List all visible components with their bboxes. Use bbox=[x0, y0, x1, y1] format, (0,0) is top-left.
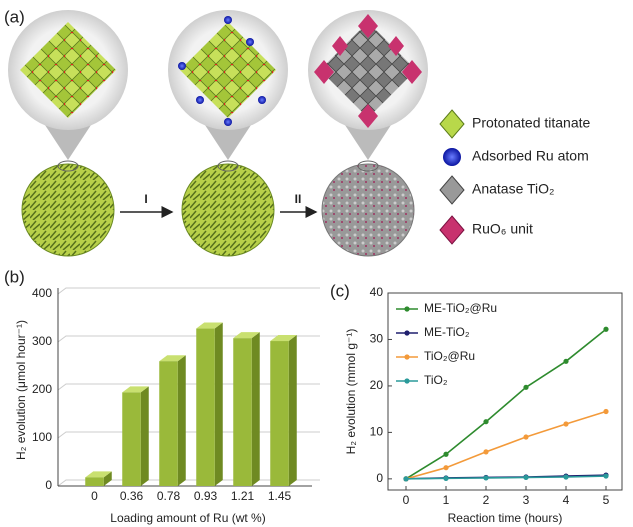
x-tick-label: 5 bbox=[603, 493, 610, 507]
legend-text: RuO₆ unit bbox=[472, 221, 533, 237]
y-axis-label: H₂ evolution (μmol hour⁻¹) bbox=[14, 320, 28, 460]
x-tick-label: 0 bbox=[403, 493, 410, 507]
bar bbox=[85, 477, 104, 486]
y-tick-label: 100 bbox=[32, 430, 52, 444]
panel-label: (b) bbox=[4, 267, 25, 286]
bar-side bbox=[251, 332, 260, 486]
x-tick-label: 2 bbox=[483, 493, 490, 507]
x-tick-label: 0 bbox=[91, 489, 98, 503]
x-tick-label: 0.78 bbox=[157, 489, 181, 503]
bar-side bbox=[177, 355, 186, 486]
plot-frame bbox=[387, 292, 623, 491]
y-tick-label: 40 bbox=[370, 285, 384, 299]
bar bbox=[196, 328, 215, 486]
point bbox=[563, 421, 569, 427]
y-tick-label: 0 bbox=[45, 478, 52, 492]
x-tick-label: 1 bbox=[443, 493, 450, 507]
step-label: I bbox=[144, 192, 147, 206]
panel-label: (c) bbox=[330, 281, 350, 300]
bar-top bbox=[196, 322, 223, 329]
x-tick-label: 4 bbox=[563, 493, 570, 507]
point bbox=[603, 326, 609, 332]
x-axis-label: Reaction time (hours) bbox=[448, 511, 563, 525]
legend-marker bbox=[404, 330, 410, 336]
bar bbox=[233, 338, 252, 486]
point bbox=[483, 419, 489, 425]
point bbox=[483, 449, 489, 455]
bar-top bbox=[85, 471, 112, 478]
legend-marker bbox=[404, 378, 410, 384]
x-tick-label: 0.93 bbox=[194, 489, 218, 503]
point bbox=[443, 475, 449, 481]
legend-text: Anatase TiO₂ bbox=[472, 181, 554, 197]
point bbox=[523, 434, 529, 440]
line bbox=[405, 475, 607, 480]
x-tick-label: 0.36 bbox=[120, 489, 144, 503]
x-tick-label: 1.45 bbox=[268, 489, 292, 503]
bar bbox=[270, 341, 289, 486]
bar-top bbox=[159, 355, 186, 362]
legend-text: ME-TiO₂ bbox=[424, 325, 470, 339]
schematic bbox=[8, 10, 465, 257]
point bbox=[483, 475, 489, 481]
legend-text: ME-TiO₂@Ru bbox=[424, 301, 497, 315]
y-tick-label: 0 bbox=[376, 471, 383, 485]
point bbox=[603, 473, 609, 479]
legend-marker bbox=[404, 354, 410, 360]
y-tick-label: 200 bbox=[32, 382, 52, 396]
y-tick-label: 400 bbox=[32, 286, 52, 300]
legend-text: TiO₂@Ru bbox=[424, 349, 475, 363]
point bbox=[523, 384, 529, 390]
bar-top bbox=[270, 335, 297, 342]
point bbox=[603, 408, 609, 415]
point bbox=[403, 476, 409, 482]
point bbox=[523, 474, 529, 481]
bar-side bbox=[288, 335, 297, 486]
line bbox=[405, 410, 607, 480]
grid-line bbox=[57, 335, 320, 343]
bar bbox=[122, 392, 141, 486]
y-tick-label: 30 bbox=[370, 332, 384, 346]
bar-side bbox=[103, 471, 112, 486]
legend-text: TiO₂ bbox=[424, 373, 448, 387]
point bbox=[443, 465, 449, 471]
y-tick-label: 20 bbox=[370, 378, 384, 392]
legend-text: Adsorbed Ru atom bbox=[472, 148, 589, 164]
x-axis-label: Loading amount of Ru (wt %) bbox=[110, 511, 265, 525]
legend-marker bbox=[404, 306, 410, 312]
panel-label: (a) bbox=[4, 7, 25, 26]
point bbox=[443, 451, 449, 457]
legend-text: Protonated titanate bbox=[472, 115, 591, 131]
bar-side bbox=[140, 386, 149, 486]
line bbox=[405, 328, 607, 480]
bar-top bbox=[233, 332, 260, 339]
x-tick-label: 3 bbox=[523, 493, 530, 507]
grid-line bbox=[57, 287, 320, 295]
y-axis-label: H₂ evolution (mmol g⁻¹) bbox=[344, 329, 358, 455]
point bbox=[563, 474, 569, 480]
y-tick-label: 300 bbox=[32, 334, 52, 348]
bar bbox=[159, 361, 178, 486]
bar-side bbox=[214, 322, 223, 486]
point bbox=[563, 358, 569, 364]
bar-top bbox=[122, 386, 149, 393]
y-tick-label: 10 bbox=[370, 425, 384, 439]
step-label: II bbox=[295, 192, 302, 206]
x-tick-label: 1.21 bbox=[231, 489, 255, 503]
